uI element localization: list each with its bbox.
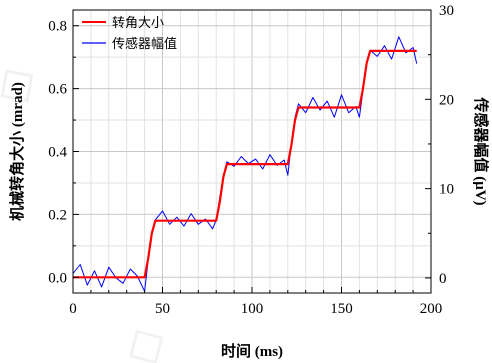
y-axis-left-title: 机械转角大小 (mrad) [8, 82, 26, 221]
x-axis-title: 时间 (ms) [221, 342, 283, 360]
y-left-tick-label: 0.4 [48, 145, 67, 161]
x-tick-label: 150 [330, 301, 353, 317]
x-tick-label: 50 [155, 301, 170, 317]
legend-label: 传感器幅值 [112, 36, 177, 51]
y-left-tick-label: 0.0 [48, 270, 67, 286]
legend-label: 转角大小 [112, 15, 164, 30]
x-tick-label: 200 [420, 301, 443, 317]
x-tick-label: 0 [69, 301, 77, 317]
y-right-tick-label: 10 [439, 182, 454, 198]
series-layer [72, 36, 418, 292]
y-left-tick-label: 0.2 [48, 207, 67, 223]
y-right-tick-label: 30 [439, 3, 454, 19]
grid [72, 10, 432, 293]
y-right-tick-label: 20 [439, 92, 454, 108]
series-line-angle [73, 49, 417, 279]
ticks: 0 50 100 150 200 0.0 0.2 0.4 0.6 0.8 0 10 20 30 [48, 3, 454, 317]
y-right-tick-label: 0 [439, 271, 447, 287]
y-left-tick-label: 0.8 [48, 19, 67, 35]
x-tick-label: 100 [241, 301, 264, 317]
y-left-tick-label: 0.6 [48, 82, 67, 98]
y-axis-right-title: 传感器幅值 (μV) [472, 96, 490, 205]
